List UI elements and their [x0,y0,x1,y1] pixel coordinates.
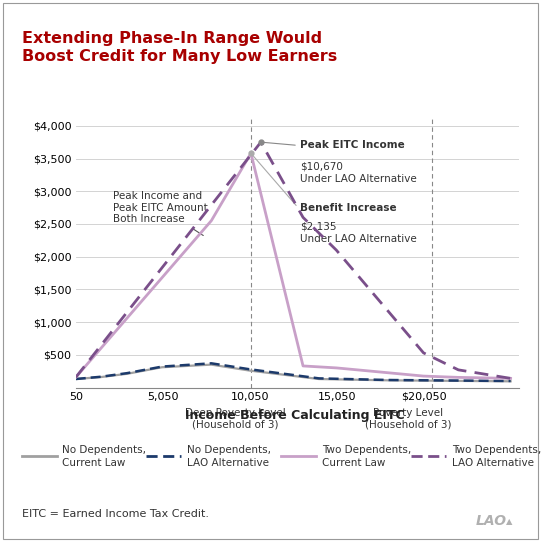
Text: No Dependents,
Current Law: No Dependents, Current Law [62,445,146,468]
Text: Two Dependents,
Current Law: Two Dependents, Current Law [322,445,411,468]
Text: LAO: LAO [476,514,507,528]
Text: $10,670
Under LAO Alternative: $10,670 Under LAO Alternative [300,162,417,184]
Text: Income Before Calculating EITC: Income Before Calculating EITC [185,409,405,422]
Text: ▲: ▲ [506,517,512,526]
Text: Deep Poverty Level
(Household of 3): Deep Poverty Level (Household of 3) [185,408,286,430]
Text: EITC = Earned Income Tax Credit.: EITC = Earned Income Tax Credit. [22,509,209,519]
Text: Two Dependents,
LAO Alternative: Two Dependents, LAO Alternative [452,445,541,468]
Text: Peak EITC Income: Peak EITC Income [300,140,405,151]
Text: Poverty Level
(Household of 3): Poverty Level (Household of 3) [365,408,452,430]
Text: Benefit Increase: Benefit Increase [300,203,397,212]
Text: No Dependents,
LAO Alternative: No Dependents, LAO Alternative [187,445,270,468]
Text: Figure 6: Figure 6 [9,5,67,18]
Text: $2,135
Under LAO Alternative: $2,135 Under LAO Alternative [300,222,417,244]
Text: Extending Phase-In Range Would
Boost Credit for Many Low Earners: Extending Phase-In Range Would Boost Cre… [22,31,337,64]
Text: Peak Income and
Peak EITC Amount
Both Increase: Peak Income and Peak EITC Amount Both In… [113,191,208,236]
